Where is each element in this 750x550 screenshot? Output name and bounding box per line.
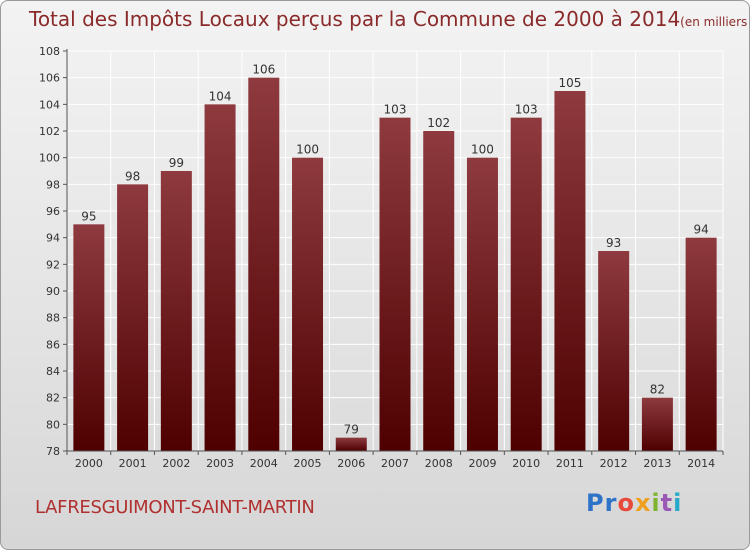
data-label: 103 (384, 103, 407, 117)
y-tick-label: 104 (39, 98, 60, 111)
logo-letter: t (660, 489, 674, 517)
label-layer: 95 2000 98 2001 99 2002 104 2003 106 2004 100 2005 7… (39, 45, 715, 470)
axis-layer (63, 49, 724, 455)
data-label: 93 (606, 236, 621, 250)
x-tick-label: 2003 (206, 457, 234, 470)
bar (335, 437, 367, 451)
x-tick-label: 2009 (468, 457, 496, 470)
logo-letter: i (673, 489, 683, 517)
bar (598, 251, 630, 451)
y-tick-label: 96 (46, 205, 60, 218)
data-label: 79 (344, 423, 359, 437)
data-label: 102 (427, 116, 450, 130)
data-label: 103 (515, 103, 538, 117)
y-tick-label: 102 (39, 125, 60, 138)
bar (117, 184, 149, 452)
bar (160, 171, 192, 451)
data-label: 99 (169, 156, 184, 170)
bar (423, 131, 455, 451)
data-label: 100 (471, 143, 494, 157)
bar (73, 224, 105, 451)
x-tick-label: 2002 (162, 457, 190, 470)
y-tick-label: 82 (46, 392, 60, 405)
bar (510, 117, 542, 452)
chart-title: Total des Impôts Locaux perçus par la Co… (29, 7, 749, 31)
x-tick-label: 2010 (512, 457, 540, 470)
data-label: 105 (558, 76, 581, 90)
y-tick-label: 94 (46, 232, 60, 245)
x-tick-label: 2001 (119, 457, 147, 470)
x-tick-label: 2004 (250, 457, 278, 470)
x-tick-label: 2011 (556, 457, 584, 470)
y-tick-label: 80 (46, 418, 60, 431)
bar (292, 157, 324, 451)
proxiti-logo: Proxiti (586, 489, 682, 517)
x-tick-label: 2005 (294, 457, 322, 470)
data-label: 95 (81, 209, 96, 223)
x-tick-label: 2000 (75, 457, 103, 470)
x-tick-label: 2012 (600, 457, 628, 470)
y-tick-label: 92 (46, 258, 60, 271)
x-tick-label: 2013 (643, 457, 671, 470)
bar (204, 104, 236, 451)
y-tick-label: 98 (46, 178, 60, 191)
commune-name: LAFRESGUIMONT-SAINT-MARTIN (35, 497, 315, 518)
logo-letter: x (634, 489, 652, 517)
data-label: 94 (693, 223, 708, 237)
y-tick-label: 78 (46, 445, 60, 458)
data-label: 82 (650, 383, 665, 397)
bar (466, 157, 498, 451)
y-tick-label: 88 (46, 312, 60, 325)
data-label: 100 (296, 143, 319, 157)
logo-letter: Pr (586, 489, 618, 517)
logo-letter: o (617, 489, 635, 517)
y-tick-label: 84 (46, 365, 60, 378)
bar (685, 237, 717, 451)
x-tick-label: 2008 (425, 457, 453, 470)
y-tick-label: 108 (39, 45, 60, 58)
data-label: 98 (125, 169, 140, 183)
logo-letter: i (651, 489, 661, 517)
chart-title-unit: (en milliers d'€) (680, 15, 749, 29)
x-tick-label: 2006 (337, 457, 365, 470)
bar (379, 117, 411, 452)
x-tick-label: 2007 (381, 457, 409, 470)
data-label: 104 (209, 89, 232, 103)
y-tick-label: 86 (46, 338, 60, 351)
chart-title-text: Total des Impôts Locaux perçus par la Co… (29, 7, 681, 31)
bar (554, 91, 586, 451)
bar (641, 397, 673, 451)
y-tick-label: 106 (39, 72, 60, 85)
bar-layer (73, 77, 717, 452)
data-label: 106 (252, 63, 275, 77)
y-tick-label: 90 (46, 285, 60, 298)
bar (248, 77, 280, 452)
x-tick-label: 2014 (687, 457, 715, 470)
y-tick-label: 100 (39, 152, 60, 165)
